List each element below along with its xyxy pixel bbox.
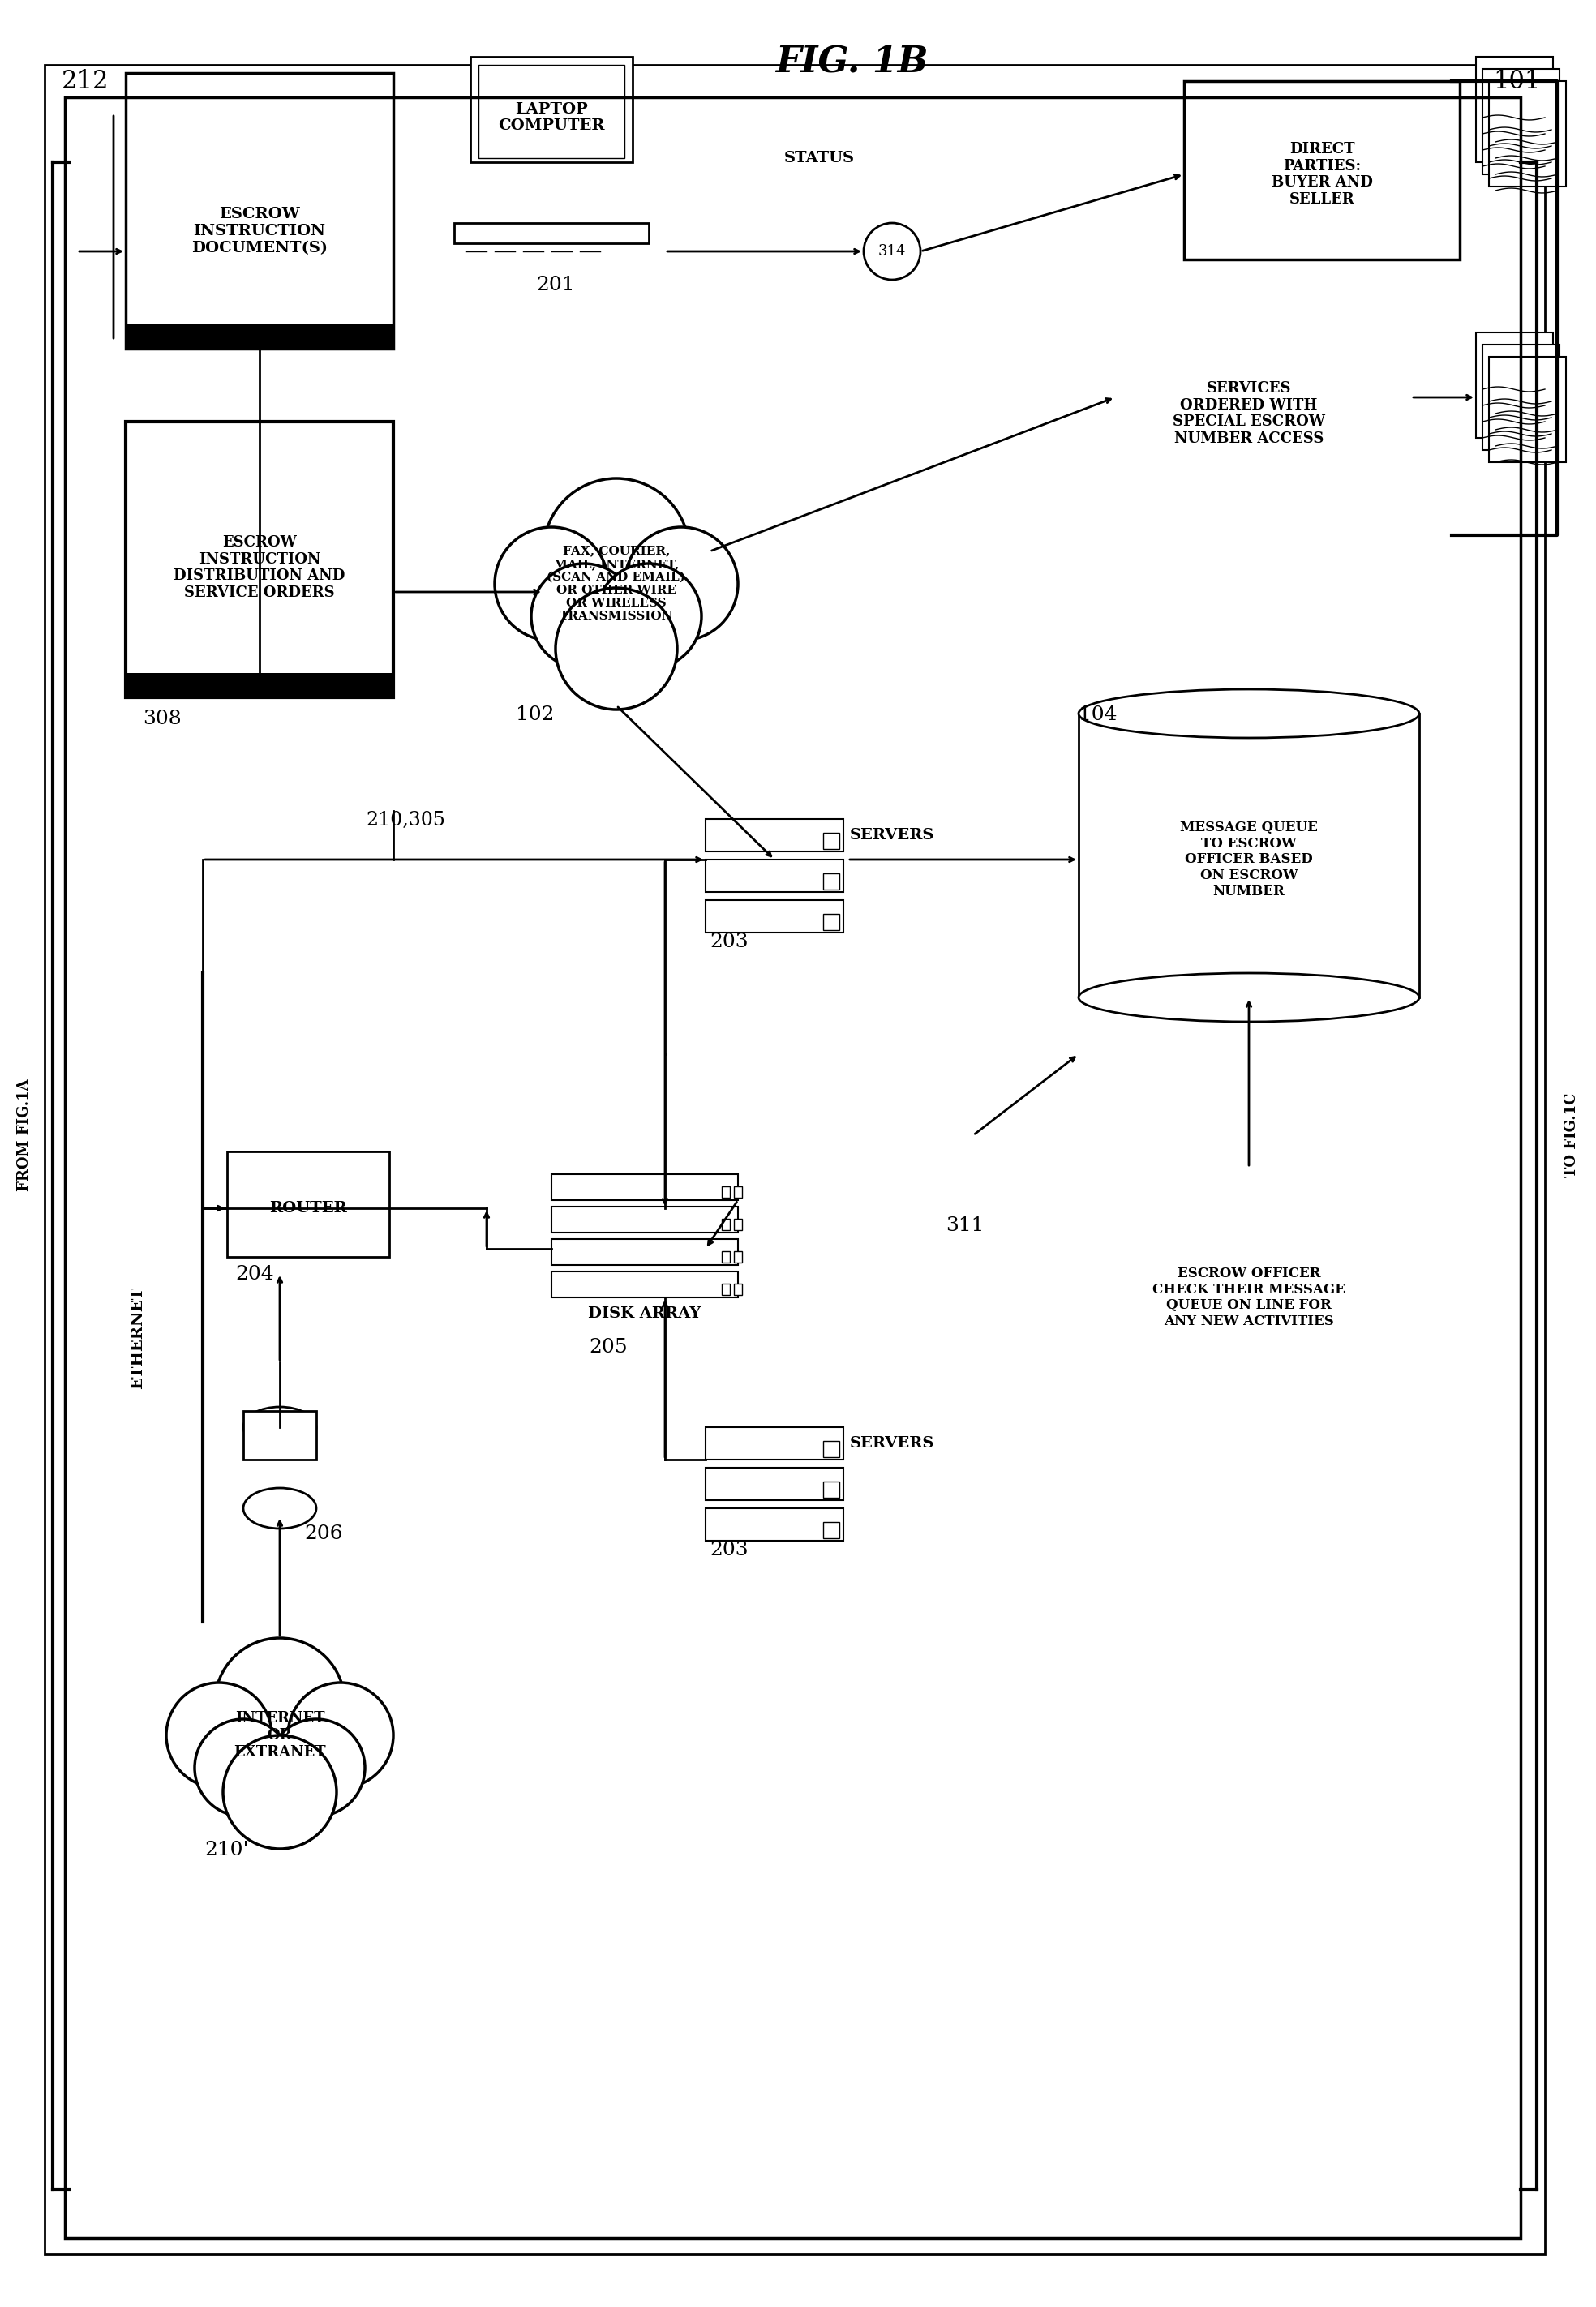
Bar (734, 1250, 742, 1262)
Circle shape (555, 588, 677, 711)
Text: 314: 314 (878, 245, 907, 258)
Text: FAX, COURIER,
MAIL, INTERNET,
(SCAN AND EMAIL)
OR OTHER WIRE
OR WIRELESS
TRANSMI: FAX, COURIER, MAIL, INTERNET, (SCAN AND … (547, 544, 686, 623)
Bar (1489, 81, 1566, 187)
Text: ROUTER: ROUTER (270, 1202, 346, 1216)
Text: 104: 104 (1079, 706, 1117, 724)
Bar (552, 1207, 737, 1232)
Text: SERVICES
ORDERED WITH
SPECIAL ESCROW
NUMBER ACCESS: SERVICES ORDERED WITH SPECIAL ESCROW NUM… (1173, 381, 1325, 445)
Bar (126, 674, 393, 697)
Circle shape (863, 224, 921, 279)
Bar (721, 1218, 729, 1230)
Bar (1476, 58, 1553, 161)
Text: DISK ARRAY: DISK ARRAY (589, 1306, 701, 1322)
Bar (705, 819, 843, 851)
Bar (1489, 358, 1566, 461)
Text: ETHERNET: ETHERNET (131, 1287, 145, 1389)
Text: ESCROW
INSTRUCTION
DOCUMENT(S): ESCROW INSTRUCTION DOCUMENT(S) (192, 208, 327, 256)
Bar (824, 874, 839, 891)
Ellipse shape (1079, 690, 1419, 738)
Text: SERVERS: SERVERS (849, 1435, 934, 1451)
Text: 212: 212 (61, 69, 109, 95)
Text: 203: 203 (710, 1541, 749, 1560)
Text: DIRECT
PARTIES:
BUYER AND
SELLER: DIRECT PARTIES: BUYER AND SELLER (1272, 141, 1373, 208)
Bar (824, 1442, 839, 1458)
Bar (126, 325, 393, 348)
Bar (227, 1151, 389, 1257)
Bar (126, 422, 393, 697)
Text: 201: 201 (536, 277, 575, 295)
Bar (705, 861, 843, 893)
Bar (455, 224, 650, 242)
Circle shape (287, 1682, 393, 1788)
Bar (734, 1218, 742, 1230)
Bar (721, 1283, 729, 1294)
Text: 203: 203 (710, 932, 749, 950)
Text: 204: 204 (235, 1264, 275, 1283)
Circle shape (624, 526, 737, 641)
Ellipse shape (1079, 974, 1419, 1022)
Text: STATUS: STATUS (784, 150, 854, 166)
Ellipse shape (243, 1488, 316, 1530)
Bar (1476, 332, 1553, 438)
Bar (824, 1523, 839, 1539)
Bar (705, 900, 843, 932)
Text: ESCROW
INSTRUCTION
DISTRIBUTION AND
SERVICE ORDERS: ESCROW INSTRUCTION DISTRIBUTION AND SERV… (174, 535, 345, 600)
Bar (705, 1428, 843, 1460)
Bar (243, 1412, 316, 1460)
Bar (1483, 344, 1559, 450)
Bar (721, 1186, 729, 1197)
Bar (721, 1250, 729, 1262)
Text: FIG. 1B: FIG. 1B (776, 44, 927, 78)
Circle shape (268, 1719, 365, 1816)
Bar (824, 833, 839, 849)
Bar (471, 58, 632, 161)
Ellipse shape (243, 1407, 316, 1446)
Bar (705, 1467, 843, 1500)
Bar (1079, 713, 1419, 997)
Circle shape (195, 1719, 292, 1816)
Bar (126, 74, 393, 348)
Text: INTERNET
OR
EXTRANET: INTERNET OR EXTRANET (233, 1712, 326, 1760)
Circle shape (543, 478, 689, 625)
Circle shape (531, 563, 637, 669)
Text: 308: 308 (144, 711, 182, 729)
Text: 210,305: 210,305 (365, 810, 445, 831)
Text: 101: 101 (1492, 69, 1540, 95)
Bar (552, 1239, 737, 1264)
Circle shape (495, 526, 608, 641)
Bar (824, 1481, 839, 1497)
Text: MESSAGE QUEUE
TO ESCROW
OFFICER BASED
ON ESCROW
NUMBER: MESSAGE QUEUE TO ESCROW OFFICER BASED ON… (1179, 821, 1318, 897)
Bar (552, 1174, 737, 1200)
Bar (824, 914, 839, 930)
Text: 102: 102 (516, 706, 554, 724)
Bar (552, 1271, 737, 1297)
Bar (1116, 325, 1408, 503)
Circle shape (215, 1638, 345, 1767)
Bar (734, 1283, 742, 1294)
Text: ESCROW OFFICER
CHECK THEIR MESSAGE
QUEUE ON LINE FOR
ANY NEW ACTIVITIES: ESCROW OFFICER CHECK THEIR MESSAGE QUEUE… (1152, 1267, 1345, 1329)
Bar (479, 65, 624, 159)
Bar (1184, 81, 1460, 258)
Bar (734, 1186, 742, 1197)
Bar (705, 1509, 843, 1541)
Text: TO FIG.1C: TO FIG.1C (1564, 1094, 1578, 1177)
Text: 206: 206 (305, 1525, 343, 1543)
Text: FROM FIG.1A: FROM FIG.1A (18, 1080, 32, 1190)
Text: SERVERS: SERVERS (849, 828, 934, 842)
Text: 210': 210' (204, 1841, 249, 1859)
Text: 311: 311 (946, 1216, 985, 1234)
Circle shape (595, 563, 702, 669)
Circle shape (223, 1735, 337, 1848)
Circle shape (166, 1682, 271, 1788)
Bar (1483, 69, 1559, 175)
Text: 205: 205 (589, 1338, 627, 1357)
Text: LAPTOP
COMPUTER: LAPTOP COMPUTER (498, 102, 605, 134)
